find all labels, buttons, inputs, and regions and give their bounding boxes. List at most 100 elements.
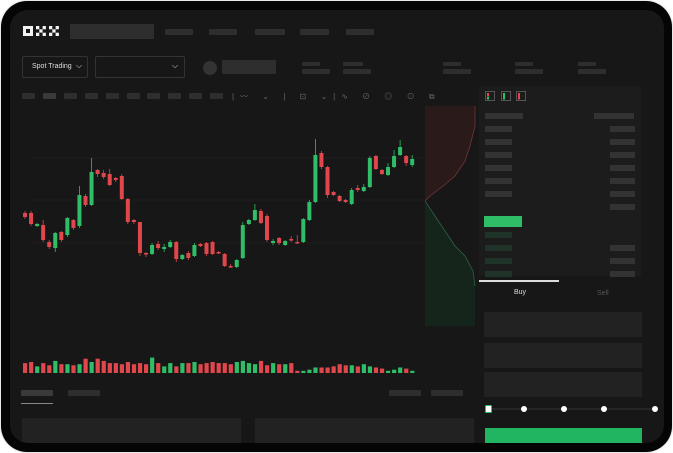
filter-button[interactable] [431,390,463,396]
candle-body [174,242,179,259]
stat-value [578,69,606,74]
volume-bar [53,360,58,373]
candle-body [41,225,46,240]
timeframe-button[interactable] [127,93,140,99]
candle-body [216,252,221,254]
candle-body [349,190,354,204]
nav-item[interactable] [255,29,285,35]
candle-body [404,156,409,163]
spot-trading-dropdown[interactable]: Spot Trading ⌵ [22,56,88,78]
timeframe-button[interactable] [43,93,56,99]
nav-item[interactable] [346,29,374,35]
candle-body [198,244,203,246]
candle-body [252,210,257,220]
bid-price [485,245,512,251]
candle-body [301,219,306,242]
volume-bar [180,363,185,373]
timeframe-button[interactable] [189,93,202,99]
volume-bar [168,363,173,373]
tab-history[interactable] [68,390,100,396]
nav-item[interactable] [165,29,193,35]
candle-body [77,195,82,226]
buy-button[interactable] [485,428,642,443]
price-input[interactable] [484,312,642,337]
candle-body [367,158,372,187]
volume-bar [319,367,324,373]
timeframe-button[interactable] [210,93,223,99]
candle-body [59,232,64,240]
candle-body [361,187,366,191]
volume-bar [355,366,360,373]
volume-bar [113,363,118,373]
total-input[interactable] [484,372,642,397]
ask-price [485,165,512,171]
candle-body [240,225,245,258]
nav-item[interactable] [300,29,329,35]
timeframe-button[interactable] [64,93,77,99]
volume-bar [386,370,391,373]
okx-logo[interactable] [23,26,63,36]
ask-amount [610,191,635,197]
volume-bar [265,365,270,373]
amount-input[interactable] [484,343,642,368]
candle-body [180,255,185,259]
candle-body [295,242,300,244]
candle-body [337,196,342,201]
volume-bar [392,369,397,373]
candle-body [222,254,227,266]
candle-body [29,213,34,224]
last-price-badge [484,216,522,227]
tab-open-orders[interactable] [21,390,53,396]
timeframe-button[interactable] [85,93,98,99]
orderbook-view-icons[interactable] [485,91,527,101]
timeframe-button[interactable] [147,93,160,99]
volume-bar [174,366,179,373]
bid-price [485,232,512,238]
candle-body [307,202,312,220]
search-bar[interactable] [70,24,154,39]
ask-price [485,178,512,184]
candle-body [83,196,88,205]
volume-bar [398,367,403,373]
volume-bar [41,363,46,373]
candle-body [204,243,209,254]
buy-tab[interactable]: Buy [514,289,527,296]
filter-button[interactable] [389,390,421,396]
candlestick-chart[interactable] [10,105,480,375]
volume-bar [325,367,330,373]
volume-bar [289,363,294,373]
timeframe-button[interactable] [168,93,181,99]
timeframe-button[interactable] [22,93,35,99]
candle-body [71,220,76,228]
volume-bar [349,365,354,373]
stat-value [515,69,543,74]
stat-label [443,62,461,66]
volume-bar [150,357,155,373]
pair-select[interactable]: ⌵ [95,56,185,78]
candle-body [89,172,94,205]
candle-body [65,218,70,235]
volume-bar [47,365,52,373]
volume-bar [240,360,245,373]
stat-value [443,69,471,74]
sell-tab[interactable]: Sell [597,290,609,297]
timeframe-button[interactable] [106,93,119,99]
volume-bar [331,366,336,373]
candle-body [398,147,403,155]
volume-bar [277,364,282,373]
candle-body [47,242,52,247]
header-amount [594,113,634,119]
nav-item[interactable] [209,29,237,35]
drawing-tools-icons[interactable]: |〰 ⌄ | ⊡ ⌄|∿ ⊘ ◎ ⊙ ⧉ [232,92,441,101]
candle-body [156,244,161,248]
amount-slider[interactable] [484,403,664,415]
candle-body [144,253,148,255]
candle-body [325,167,330,195]
volume-bar [101,360,106,373]
spot-trading-label: Spot Trading [32,63,72,70]
ask-price [485,126,512,132]
volume-bar [65,364,70,373]
volume-bar [246,363,252,373]
volume-bar [95,358,100,373]
volume-bar [373,367,379,373]
